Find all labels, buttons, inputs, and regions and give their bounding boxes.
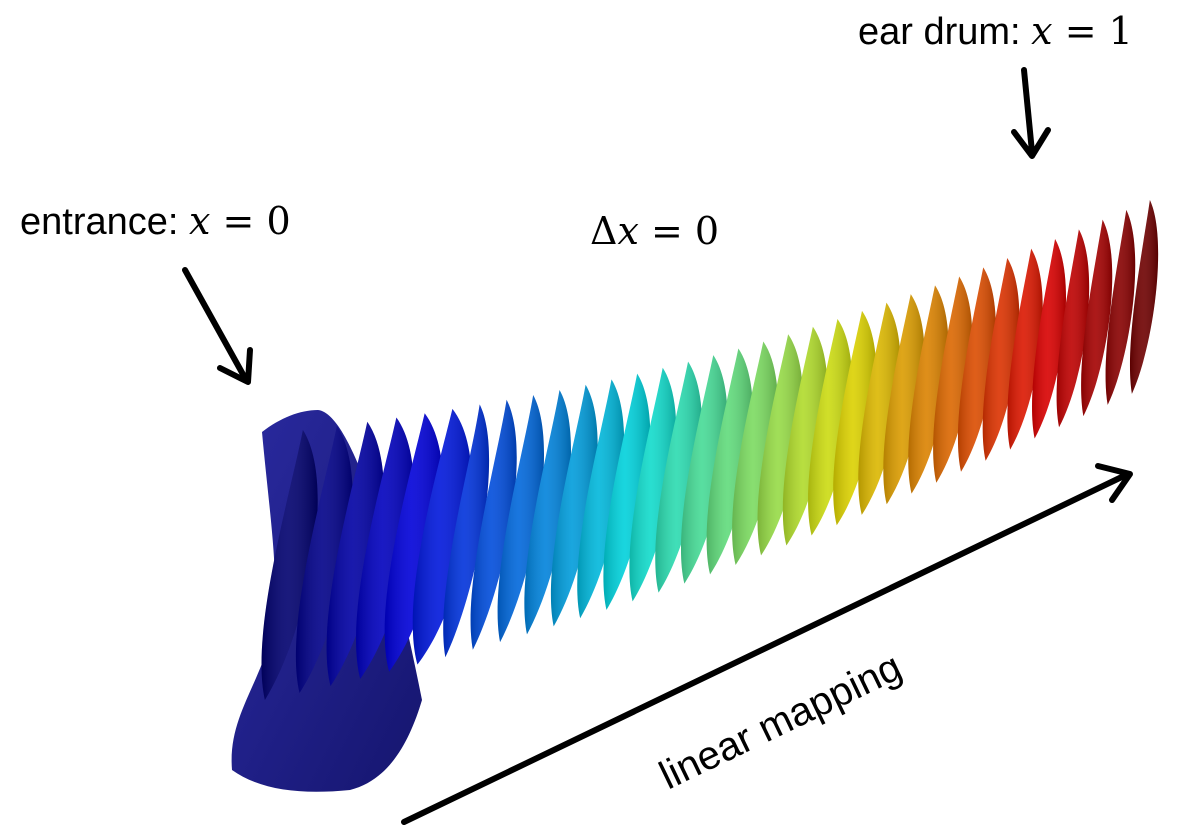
cross-section-shading: [1032, 239, 1067, 439]
cross-section-shading: [524, 389, 572, 635]
cross-section-shading: [782, 326, 828, 546]
cross-section-shading: [908, 285, 949, 494]
cross-section-shading: [443, 404, 490, 658]
cross-section-shading: [1129, 200, 1159, 394]
entrance-label: entrance: x = 0: [20, 199, 291, 243]
delta-x-label: Δx = 0: [590, 209, 719, 253]
cross-section-shading: [1081, 219, 1113, 417]
cross-section-shading: [603, 373, 651, 610]
cross-section-shading: [833, 310, 877, 526]
cross-section-shading: [384, 413, 444, 672]
cross-section-shading: [550, 384, 598, 627]
cross-section-shading: [1007, 248, 1043, 450]
cross-section-shading: [1105, 209, 1136, 405]
cross-section-shading: [732, 341, 779, 566]
entrance-arrow-head: [217, 347, 253, 385]
cross-section-shading: [629, 367, 677, 602]
cross-section-shading: [470, 399, 517, 650]
cross-section-shading: [757, 334, 803, 556]
cross-section-shading: [957, 267, 996, 472]
ear-drum-arrow: [1021, 67, 1035, 155]
cross-section-shading: [933, 276, 973, 483]
cross-section-shading: [497, 394, 545, 643]
cross-section-shading: [858, 302, 901, 515]
cross-section-shading: [808, 318, 853, 536]
cross-section-shading: [982, 258, 1020, 461]
cross-section-shading: [706, 348, 753, 575]
cross-section-shading: [326, 421, 384, 686]
cross-section-shading: [680, 355, 728, 584]
cross-section-shading: [261, 430, 318, 700]
ear-drum-label: ear drum: x = 1: [858, 9, 1133, 53]
cross-section-shading: [883, 294, 925, 505]
cross-section-shading: [577, 379, 625, 619]
cross-section-shading: [412, 408, 472, 665]
linear-mapping-label: linear mapping: [653, 645, 909, 798]
cross-section-shading: [1056, 229, 1090, 428]
mapping-arrow: [401, 471, 1131, 825]
cross-section-shading: [356, 417, 415, 679]
canal-cross-sections: [261, 200, 1159, 700]
ear-drum-arrow-head: [1011, 127, 1051, 159]
cross-section-shading: [655, 361, 703, 593]
cross-section-shading: [295, 425, 353, 693]
entrance-arrow: [182, 267, 248, 381]
mapping-arrow-head: [1095, 463, 1133, 503]
